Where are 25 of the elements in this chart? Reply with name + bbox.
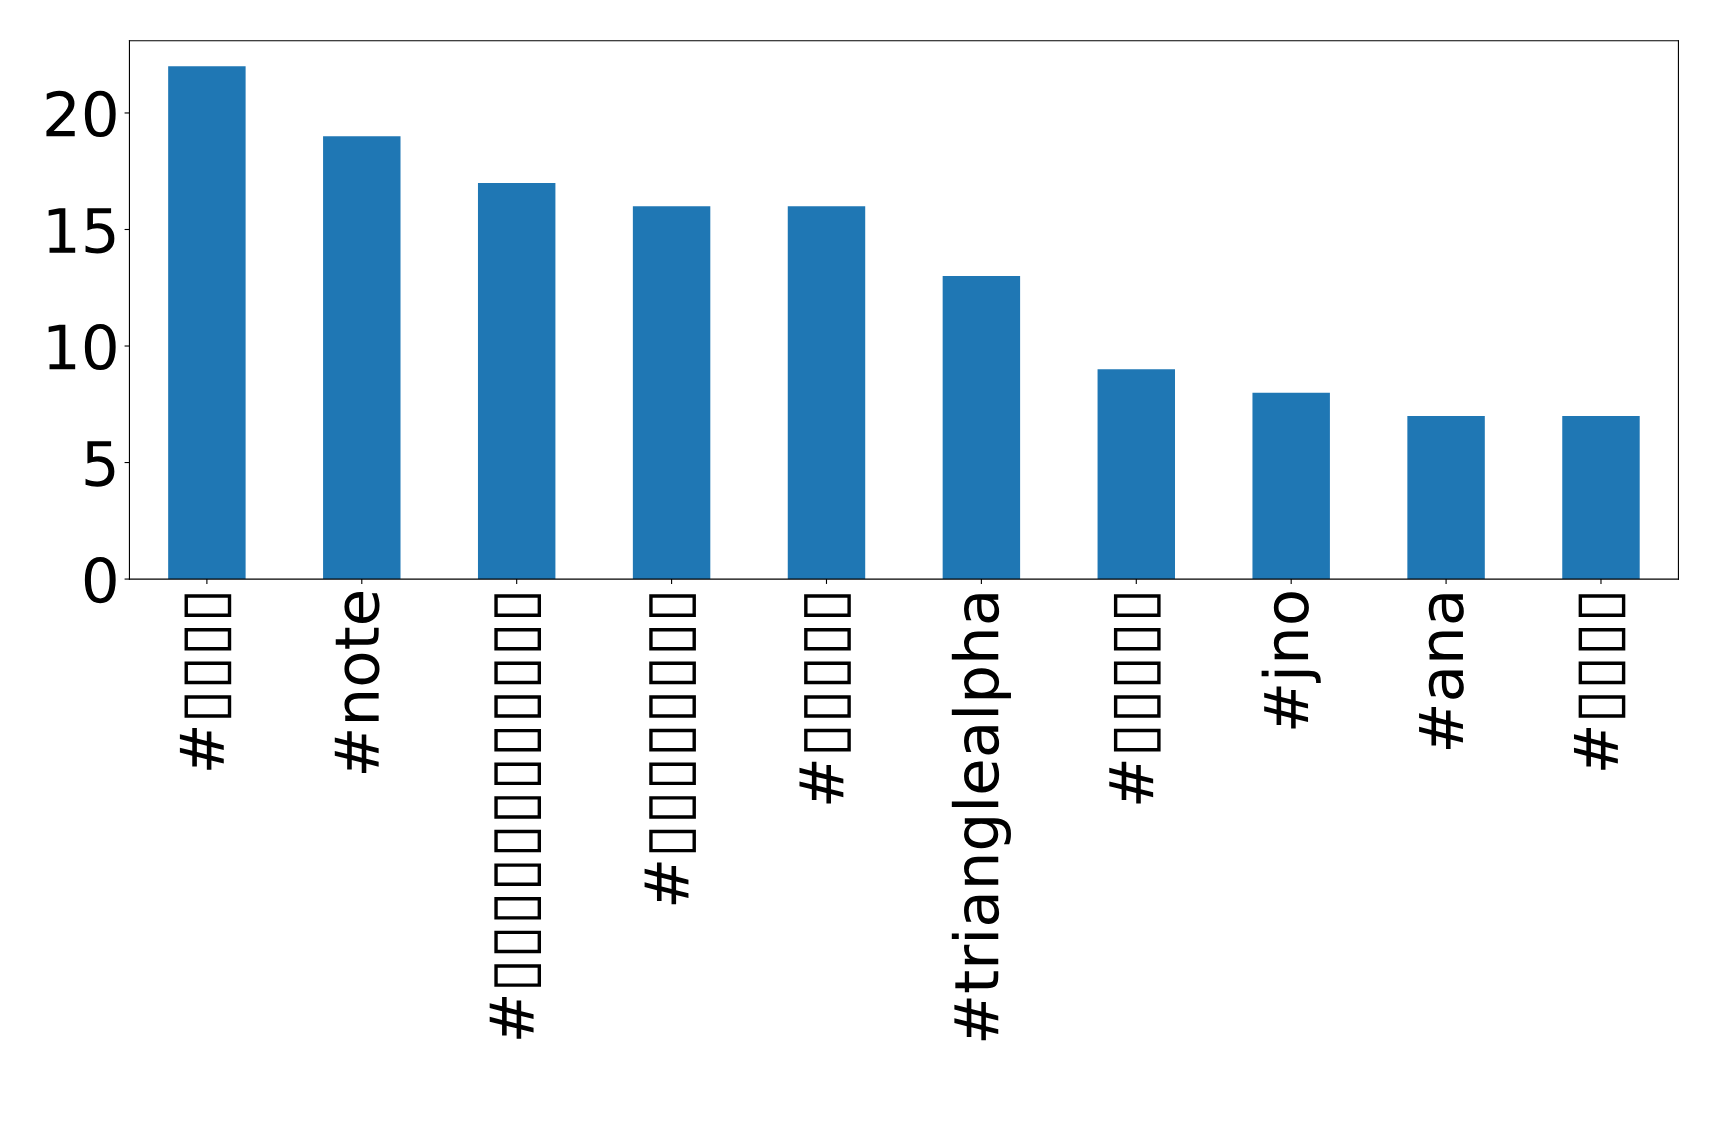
x-tick-label: #▯▯▯▯▯	[1109, 594, 1161, 804]
bar	[1562, 415, 1640, 580]
x-tick-label: #trianglealpha	[951, 594, 1011, 1041]
bar	[942, 276, 1021, 580]
bar	[787, 206, 866, 580]
bar	[1407, 415, 1485, 580]
x-tick-label: #note	[334, 592, 380, 773]
x-tick-label: #▯▯▯▯▯	[799, 594, 851, 804]
y-tick-label: 20	[46, 90, 116, 138]
bar	[1097, 369, 1176, 580]
x-tick-label: #▯▯▯▯▯▯▯▯▯▯▯▯	[489, 594, 542, 1039]
x-tick-label: #▯▯▯▯	[1573, 594, 1626, 770]
bar	[632, 206, 711, 580]
bar	[477, 182, 556, 580]
y-tick-label: 15	[48, 208, 115, 254]
bar	[323, 136, 401, 580]
x-tick-label: #▯▯▯▯▯▯▯▯	[644, 594, 696, 905]
y-tick-label: 10	[48, 323, 116, 371]
x-tick-label: #▯▯▯▯	[179, 594, 232, 770]
bar	[168, 66, 246, 580]
bar	[1252, 392, 1330, 580]
x-tick-label: #ana	[1419, 594, 1464, 749]
y-tick-label: 5	[85, 441, 115, 487]
x-tick-label: #jno	[1261, 592, 1321, 729]
y-tick-label: 0	[84, 556, 116, 604]
